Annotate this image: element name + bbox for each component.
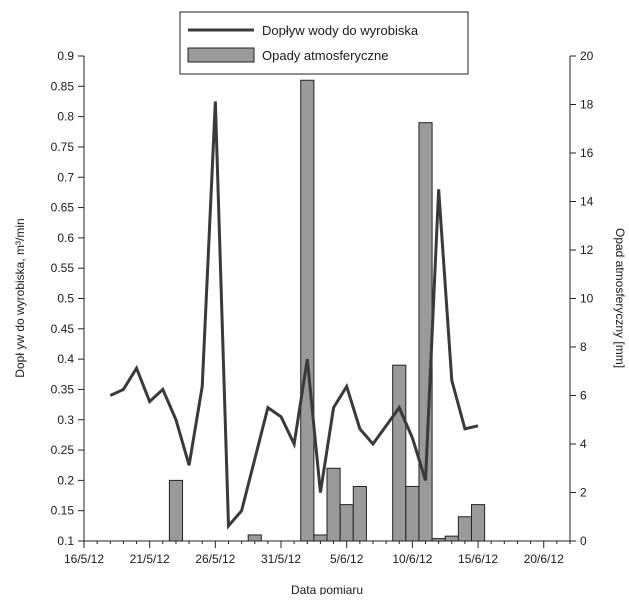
y-axis-right-title: Opad atmosferyczny [mm] (613, 228, 627, 368)
y-right-tick-label: 8 (580, 340, 587, 354)
y-left-tick-label: 0.65 (51, 201, 75, 215)
y-right-tick-label: 12 (580, 243, 594, 257)
y-left-tick-label: 0.25 (51, 443, 75, 457)
legend-label-bar: Opady atmosferyczne (262, 48, 388, 63)
precipitation-bar (326, 467, 341, 542)
legend-bar-swatch (187, 47, 255, 63)
y-right-tick-label: 16 (580, 146, 594, 160)
y-left-tick-label: 0.1 (57, 534, 74, 548)
y-left-tick-label: 0.3 (57, 413, 74, 427)
axes-layer: 0.1 0.15 0.2 0.25 0.3 0.35 0.4 0.45 0.5 0.55 0.6 0.… (51, 49, 594, 566)
precipitation-bar (352, 485, 367, 542)
y-right-tick-label: 2 (580, 486, 587, 500)
precipitation-bar (392, 364, 407, 542)
line-layer (109, 101, 479, 530)
y-right-tick-label: 18 (580, 98, 594, 112)
y-left-tick-label: 0.85 (51, 79, 75, 93)
y-right-tick-label: 4 (580, 437, 587, 451)
precipitation-bar (313, 534, 328, 542)
precipitation-bar (168, 479, 184, 542)
y-left-tick-label: 0.7 (57, 170, 74, 184)
legend-label-line: Dopływ wody do wyrobiska (262, 23, 419, 38)
y-left-tick-label: 0.55 (51, 261, 75, 275)
precipitation-bar (444, 535, 459, 542)
y-left-tick-label: 0.8 (57, 110, 74, 124)
x-tick-label: 16/5/12 (64, 552, 104, 566)
x-tick-label: 10/6/12 (392, 552, 432, 566)
x-tick-label: 15/6/12 (458, 552, 498, 566)
y-left-tick-label: 0.35 (51, 382, 75, 396)
x-tick-label: 5/6/12 (330, 552, 364, 566)
precipitation-bar (470, 504, 486, 542)
legend: Dopływ wody do wyrobiska Opady atmosfery… (179, 11, 469, 75)
x-tick-label: 26/5/12 (195, 552, 235, 566)
precipitation-bar (405, 485, 420, 542)
precipitation-bar (339, 504, 354, 542)
x-tick-label: 20/6/12 (524, 552, 564, 566)
inflow-line (109, 101, 479, 530)
legend-box (179, 11, 469, 75)
x-axis-title: Data pomiaru (291, 583, 363, 595)
y-right-tick-label: 20 (580, 49, 594, 63)
y-left-tick-label: 0.2 (57, 473, 74, 487)
bars-layer (168, 79, 486, 542)
y-right-tick-label: 6 (580, 389, 587, 403)
y-left-tick-label: 0.4 (57, 352, 74, 366)
precipitation-bar (300, 79, 315, 542)
y-right-tick-label: 10 (580, 292, 594, 306)
y-axis-left-title: Dopł yw do wyrobiska, m³/min (13, 218, 27, 377)
x-tick-label: 21/5/12 (130, 552, 170, 566)
y-left-tick-label: 0.5 (57, 292, 74, 306)
precipitation-bar (247, 534, 262, 542)
precipitation-bar (457, 516, 472, 542)
y-right-tick-label: 14 (580, 195, 594, 209)
y-left-tick-label: 0.6 (57, 231, 74, 245)
y-left-tick-label: 0.15 (51, 504, 75, 518)
y-right-tick-label: 0 (580, 534, 587, 548)
y-left-tick-label: 0.45 (51, 322, 75, 336)
y-left-tick-label: 0.75 (51, 140, 75, 154)
y-left-tick-label: 0.9 (57, 49, 74, 63)
x-tick-label: 31/5/12 (261, 552, 301, 566)
